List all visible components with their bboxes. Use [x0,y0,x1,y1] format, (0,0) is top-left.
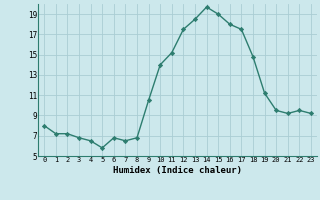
X-axis label: Humidex (Indice chaleur): Humidex (Indice chaleur) [113,166,242,175]
